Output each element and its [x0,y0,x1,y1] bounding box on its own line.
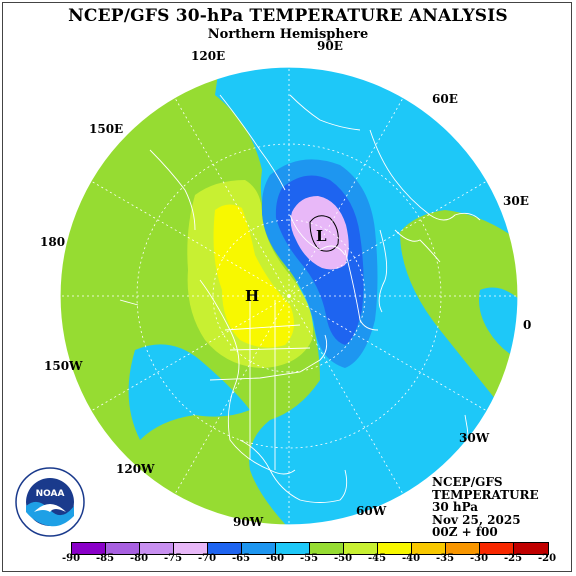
color-scale-tick: -50 [333,553,353,564]
coastlines [119,94,481,503]
chart-title: NCEP/GFS 30-hPa TEMPERATURE ANALYSIS [68,6,508,26]
color-swatch [72,543,106,554]
info-level: 30 hPa [432,500,479,514]
lon-label-60w: 60W [356,504,387,518]
low-marker: L [316,227,327,245]
color-scale-tick: -40 [401,553,421,564]
lon-label-90w: 90W [233,515,264,529]
info-cycle: 00Z + f00 [432,525,498,539]
lon-label-60e: 60E [432,92,458,106]
color-swatch [446,543,480,554]
noaa-logo-text: NOAA [36,489,65,499]
color-scale-tick: -90 [61,553,81,564]
color-scale-tick: -60 [265,553,285,564]
color-swatch [310,543,344,554]
color-scale-tick: -35 [435,553,455,564]
color-scale-tick: -70 [197,553,217,564]
field-cyan-pacific [128,344,250,440]
lon-label-120w: 120W [116,462,155,476]
hemisphere-edge [59,66,519,526]
info-field: TEMPERATURE [432,487,539,502]
color-scale-tick: -30 [469,553,489,564]
color-swatch [242,543,276,554]
lon-label-150w: 150W [44,359,83,373]
low-contour [309,215,339,252]
color-swatch [344,543,378,554]
info-date: Nov 25, 2025 [432,512,521,527]
color-scale-tick: -20 [537,553,557,564]
lon-label-0: 0 [523,318,532,332]
lon-label-30e: 30E [503,194,529,208]
lon-label-90e: 90E [317,39,343,53]
figure-frame [2,2,572,572]
color-scale-tick: -45 [367,553,387,564]
lon-label-30w: 30W [459,431,490,445]
color-scale-ticks: -90 -85 -80 -75 -70 -65 -60 -55 -50 -45 -40 -35 -30 -… [0,553,576,567]
field-yellow-45 [213,204,294,348]
field-cyan-east [479,287,518,360]
color-scale-tick: -25 [503,553,523,564]
info-model: NCEP/GFS [432,475,503,489]
color-swatch [106,543,140,554]
color-swatch [174,543,208,554]
lon-label-150e: 150E [89,122,124,136]
high-marker: H [245,287,259,305]
noaa-logo: NOAA [15,467,85,537]
run-info: NCEP/GFS TEMPERATURE 30 hPa Nov 25, 2025… [432,476,539,539]
color-scale-tick: -80 [129,553,149,564]
field-lilac-75 [290,196,349,270]
chart-subtitle: Northern Hemisphere [207,27,369,42]
color-swatch [378,543,412,554]
color-swatch [276,543,310,554]
color-swatch [140,543,174,554]
color-scale [71,542,549,555]
color-swatch [412,543,446,554]
lon-label-120e: 120E [191,49,226,63]
color-scale-tick: -85 [95,553,115,564]
color-scale-tick: -55 [299,553,319,564]
color-scale-tick: -65 [231,553,251,564]
lon-label-180: 180 [40,235,66,249]
graticule [60,67,518,525]
color-swatch [514,543,548,554]
color-scale-tick: -75 [163,553,183,564]
color-swatch [480,543,514,554]
color-swatch [208,543,242,554]
